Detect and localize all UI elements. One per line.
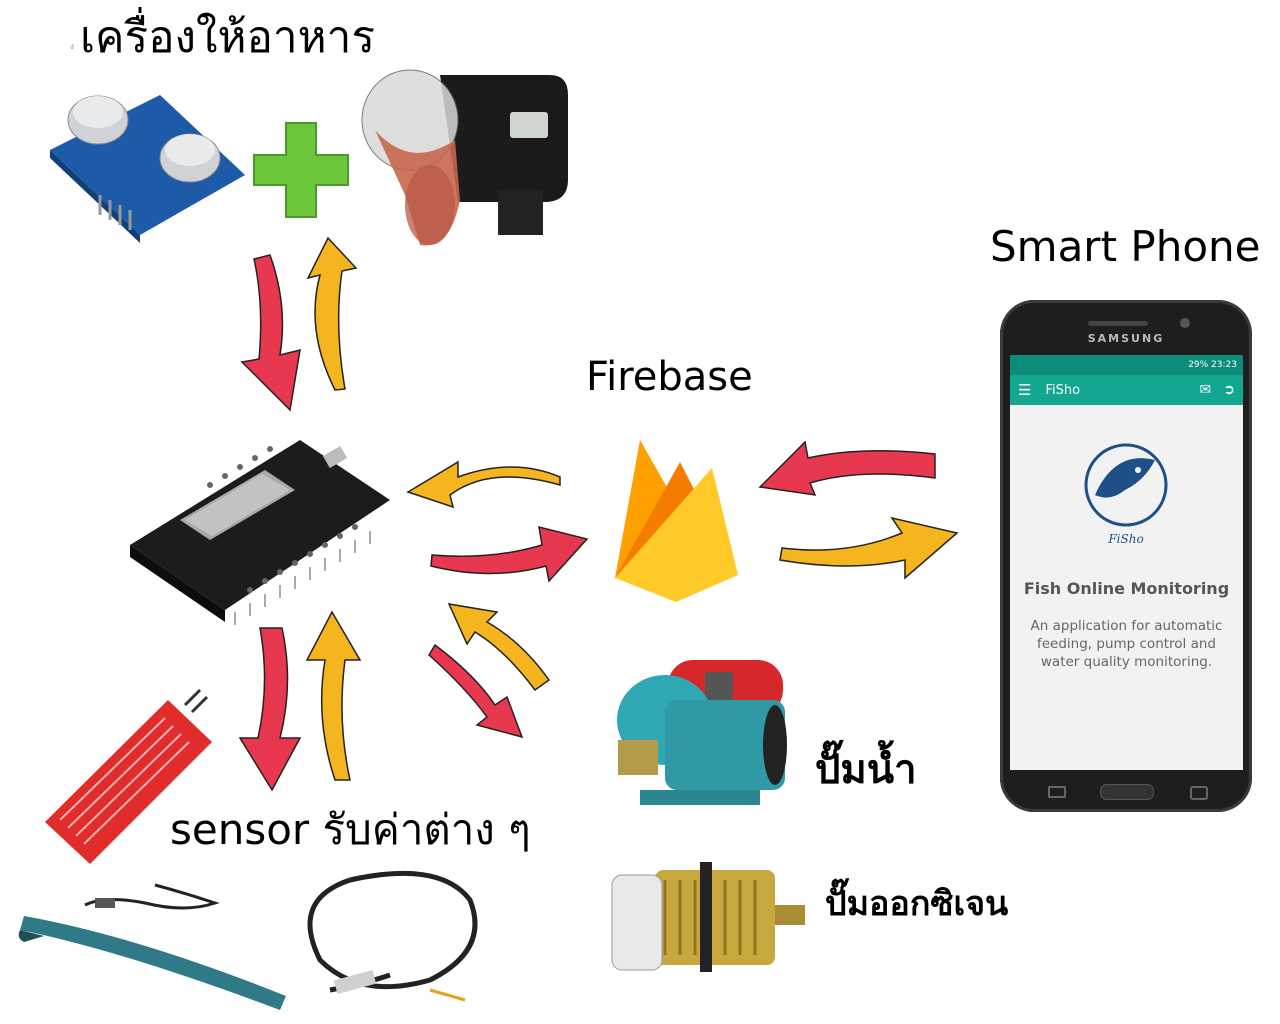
app-name: Fish Online Monitoring — [1023, 579, 1230, 598]
arrow-board-to-firebase — [430, 525, 589, 583]
arrow-sensor-to-board — [305, 610, 362, 781]
firebase-label: Firebase — [586, 354, 753, 400]
arrow-firebase-to-board — [406, 460, 561, 509]
phone-brand: SAMSUNG — [1087, 332, 1165, 345]
app-description: An application for automatic feeding, pu… — [1030, 618, 1223, 670]
logo-text: FiSho — [1107, 532, 1143, 546]
small-mark: ง — [70, 42, 74, 51]
chat-icon[interactable]: ✉ — [1199, 382, 1212, 398]
air-pump-icon — [611, 862, 805, 972]
phone-camera — [1180, 318, 1190, 328]
fish-feeder-icon — [361, 69, 568, 246]
arrow-board-to-pump — [428, 643, 524, 739]
ultrasonic-sensor-icon — [50, 95, 245, 243]
fisho-logo-icon: FiSho — [1084, 443, 1168, 546]
nodemcu-board-icon — [130, 440, 390, 625]
recent-button[interactable] — [1190, 786, 1208, 800]
smartphone-icon: SAMSUNG 29% 23:23 ☰ FiSho ✉ ➲ FiSho Fish… — [1000, 300, 1252, 812]
phone-status-bar: 29% 23:23 — [1010, 355, 1243, 375]
oxygen-pump-label: ปั๊มออกซิเจน — [825, 884, 1009, 924]
plus-icon — [253, 122, 349, 218]
arrow-firebase-to-phone — [779, 516, 959, 580]
arrow-pump-to-board — [447, 603, 551, 692]
arrow-feeder-to-board — [240, 254, 301, 412]
logout-icon[interactable]: ➲ — [1223, 382, 1235, 398]
water-pump-icon — [617, 660, 787, 805]
app-title: FiSho — [1045, 382, 1081, 398]
ph-probe-icon — [18, 883, 286, 1010]
water-level-sensor-icon — [45, 688, 212, 864]
water-pump-label: ปั๊มน้ำ — [815, 747, 917, 793]
phone-speaker — [1088, 321, 1148, 326]
arrow-board-to-feeder — [306, 236, 358, 391]
sensor-label: sensor รับค่าต่าง ๆ — [170, 805, 531, 854]
app-bar: ☰ FiSho ✉ ➲ — [1010, 375, 1243, 405]
phone-screen: 29% 23:23 ☰ FiSho ✉ ➲ FiSho Fish Online … — [1010, 355, 1243, 770]
arrow-phone-to-firebase — [758, 440, 936, 496]
arrow-board-to-sensor — [238, 627, 302, 792]
smartphone-label: Smart Phone — [990, 222, 1261, 271]
status-text: 29% 23:23 — [1188, 360, 1237, 370]
temperature-probe-icon — [307, 870, 478, 1002]
home-button[interactable] — [1100, 784, 1154, 800]
feeder-label: เครื่องให้อาหาร — [80, 12, 375, 63]
back-button[interactable] — [1048, 786, 1066, 798]
firebase-logo-icon — [615, 440, 738, 602]
hamburger-menu-icon[interactable]: ☰ — [1018, 381, 1032, 399]
